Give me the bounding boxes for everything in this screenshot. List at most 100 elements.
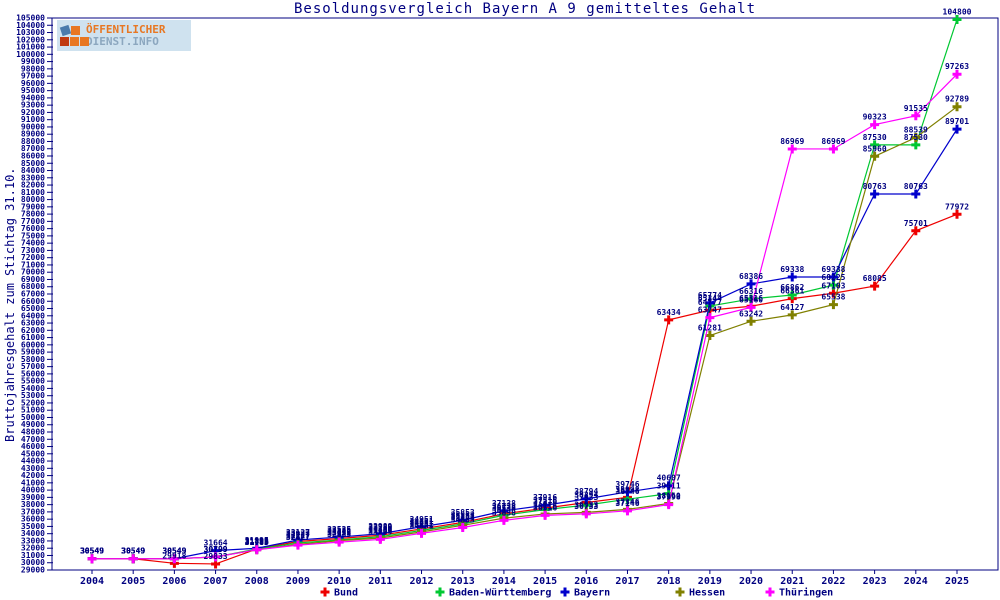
legend-label: Bund — [334, 588, 358, 599]
data-point-marker — [870, 120, 880, 130]
logo-line2: DIENST.INFO — [86, 34, 159, 48]
point-label: 34951 — [409, 515, 433, 524]
x-tick-label: 2016 — [574, 576, 598, 587]
point-label: 36538 — [492, 503, 516, 512]
point-label: 32427 — [286, 533, 310, 542]
data-point-marker — [664, 489, 674, 499]
x-tick-label: 2015 — [533, 576, 557, 587]
y-tick-label: 82000 — [21, 181, 45, 190]
point-label: 37998 — [657, 493, 681, 502]
point-label: 40607 — [657, 474, 681, 483]
y-tick-label: 101000 — [16, 43, 45, 52]
point-label: 97263 — [945, 62, 969, 71]
point-label: 37346 — [615, 497, 639, 506]
data-point-marker — [581, 500, 591, 510]
y-tick-label: 32000 — [21, 544, 45, 553]
y-tick-label: 72000 — [21, 253, 45, 262]
point-label: 91535 — [904, 104, 928, 113]
data-point-marker — [675, 587, 685, 597]
point-label: 33035 — [327, 529, 351, 538]
point-label: 39511 — [657, 482, 681, 491]
y-tick-label: 75000 — [21, 231, 45, 240]
data-point-marker — [320, 587, 330, 597]
point-label: 38294 — [574, 490, 598, 499]
point-label: 30549 — [80, 547, 104, 556]
point-label: 88539 — [904, 126, 928, 135]
data-point-marker — [828, 144, 838, 154]
point-label: 30799 — [204, 545, 228, 554]
point-label: 30549 — [162, 547, 186, 556]
legend-label: Bayern — [574, 588, 610, 599]
y-tick-label: 74000 — [21, 239, 45, 248]
data-point-marker — [746, 294, 756, 304]
y-tick-label: 40000 — [21, 486, 45, 495]
point-label: 36516 — [533, 503, 557, 512]
point-label: 35353 — [451, 512, 475, 521]
data-point-marker — [870, 140, 880, 150]
y-tick-label: 61000 — [21, 333, 45, 342]
legend-label: Hessen — [689, 588, 725, 599]
legend-label: Thüringen — [779, 587, 833, 599]
point-label: 65160 — [739, 295, 763, 304]
data-point-marker — [705, 313, 715, 323]
point-label: 32727 — [286, 531, 310, 540]
y-tick-label: 98000 — [21, 64, 45, 73]
point-label: 36716 — [533, 502, 557, 511]
point-label: 65538 — [821, 293, 845, 302]
series-th-ringen — [87, 69, 962, 564]
point-label: 63242 — [739, 309, 763, 318]
data-point-marker — [705, 298, 715, 308]
y-tick-label: 95000 — [21, 86, 45, 95]
data-point-marker — [952, 69, 962, 79]
point-label: 80763 — [904, 182, 928, 191]
x-tick-label: 2022 — [821, 576, 845, 587]
y-tick-label: 81000 — [21, 188, 45, 197]
data-point-marker — [911, 189, 921, 199]
point-label: 38160 — [657, 491, 681, 500]
data-point-marker — [828, 272, 838, 282]
point-label: 65316 — [739, 294, 763, 303]
x-tick-label: 2014 — [492, 576, 516, 587]
x-tick-label: 2017 — [615, 576, 639, 587]
data-point-marker — [458, 522, 468, 532]
data-point-marker — [952, 14, 962, 24]
point-label: 30549 — [121, 547, 145, 556]
data-point-marker — [128, 554, 138, 564]
x-tick-label: 2021 — [780, 576, 804, 587]
y-tick-label: 39000 — [21, 493, 45, 502]
y-tick-label: 64000 — [21, 311, 45, 320]
legend: Bund Baden-Württemberg Bayern Hessen Thüring… — [320, 587, 833, 599]
x-tick-label: 2023 — [863, 576, 887, 587]
legend-item-baden-w-rttemberg: Baden-Württemberg — [435, 587, 551, 599]
point-label: 30549 — [80, 547, 104, 556]
y-tick-label: 71000 — [21, 260, 45, 269]
data-point-marker — [765, 587, 775, 597]
point-label: 37138 — [492, 499, 516, 508]
point-label: 33789 — [368, 523, 392, 532]
point-label: 69338 — [821, 265, 845, 274]
y-tick-label: 58000 — [21, 355, 45, 364]
data-point-marker — [87, 554, 97, 564]
legend-label: Baden-Württemberg — [449, 588, 551, 599]
point-label: 87530 — [904, 133, 928, 142]
x-tick-label: 2006 — [162, 576, 186, 587]
point-label: 32835 — [327, 530, 351, 539]
data-point-marker — [540, 500, 550, 510]
point-label: 85960 — [863, 144, 887, 153]
y-tick-label: 55000 — [21, 377, 45, 386]
point-label: 34251 — [409, 520, 433, 529]
data-point-marker — [746, 302, 756, 312]
point-label: 31785 — [245, 538, 269, 547]
y-tick-label: 70000 — [21, 268, 45, 277]
y-tick-label: 104000 — [16, 21, 45, 30]
y-tick-label: 66000 — [21, 297, 45, 306]
y-tick-label: 52000 — [21, 398, 45, 407]
data-point-marker — [540, 510, 550, 520]
point-label: 68225 — [821, 273, 845, 282]
data-point-marker — [499, 515, 509, 525]
x-tick-label: 2025 — [945, 576, 969, 587]
point-label: 37146 — [615, 499, 639, 508]
data-point-marker — [417, 528, 427, 538]
y-tick-label: 57000 — [21, 362, 45, 371]
